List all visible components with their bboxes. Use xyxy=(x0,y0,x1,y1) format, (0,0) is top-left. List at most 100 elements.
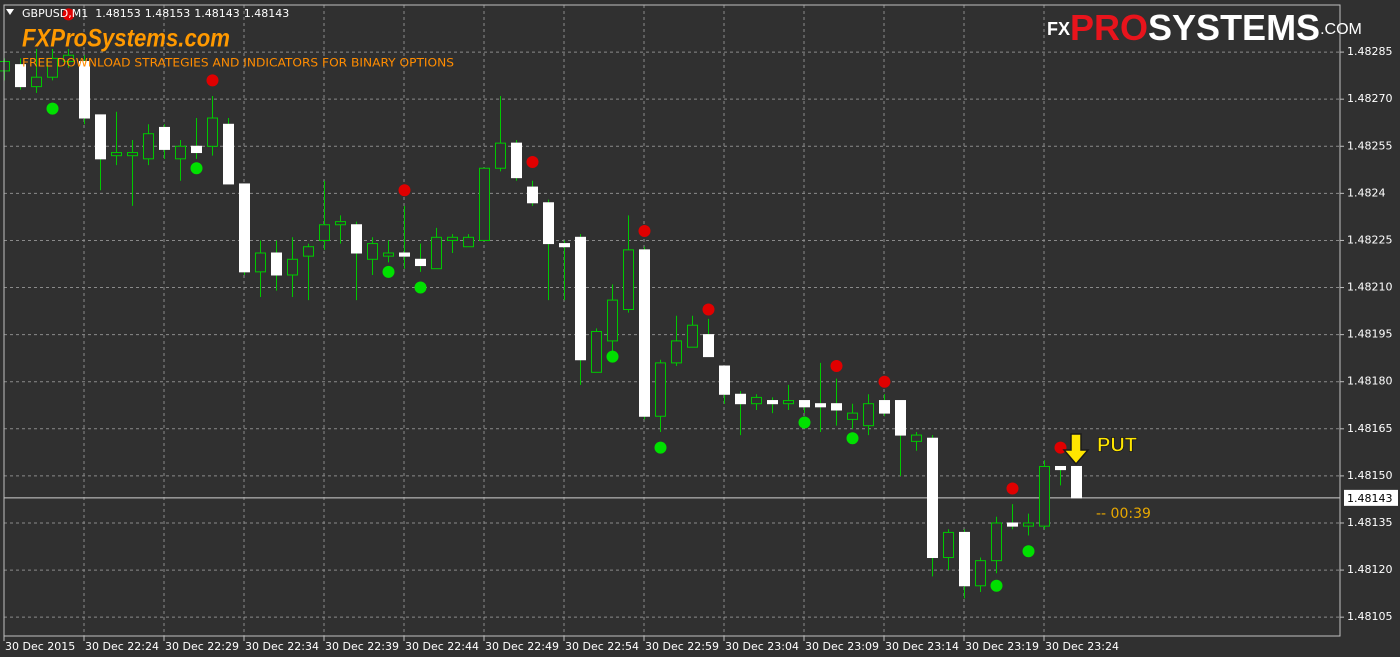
candle-body xyxy=(47,57,58,78)
y-tick-label: 1.48135 xyxy=(1347,516,1393,529)
candle-body xyxy=(1007,522,1018,527)
candle-body xyxy=(1071,465,1082,499)
candle-body xyxy=(847,412,858,420)
candle-body xyxy=(1055,465,1066,471)
y-tick-label: 1.48225 xyxy=(1347,233,1393,246)
candle-body xyxy=(95,114,106,160)
candle-body xyxy=(383,252,394,257)
candle-body xyxy=(959,531,970,587)
candle-body xyxy=(511,142,522,179)
sell-signal xyxy=(830,360,843,373)
candle-body xyxy=(239,183,250,273)
candle-body xyxy=(799,400,810,408)
logo: FXPROSYSTEMS.COM xyxy=(1047,7,1362,48)
candle-body xyxy=(287,258,298,276)
x-tick-label: 30 Dec 23:09 xyxy=(805,640,879,653)
buy-signal xyxy=(414,281,427,294)
sell-signal xyxy=(1006,482,1019,495)
buy-signal xyxy=(654,441,667,454)
y-tick-label: 1.48270 xyxy=(1347,92,1393,105)
current-price-tag: 1.48143 xyxy=(1344,489,1398,506)
candle-body xyxy=(575,236,586,361)
candle-body xyxy=(175,145,186,160)
candle-body xyxy=(767,400,778,405)
x-tick-label: 30 Dec 22:24 xyxy=(85,640,159,653)
candle-body xyxy=(495,142,506,169)
site-name: FXProSystems.com xyxy=(22,25,230,53)
buy-signal xyxy=(46,102,59,115)
y-tick-label: 1.48285 xyxy=(1347,45,1393,58)
sell-signal xyxy=(62,8,75,21)
candle-body xyxy=(447,236,458,241)
logo-pro: PRO xyxy=(1070,7,1148,48)
candle-body xyxy=(591,330,602,373)
candle-body xyxy=(623,249,634,311)
candle-body xyxy=(927,437,938,559)
candle-body xyxy=(463,236,474,248)
candle-body xyxy=(127,152,138,157)
candle-body xyxy=(15,64,26,88)
put-arrow xyxy=(1062,433,1090,466)
signal-label: PUT xyxy=(1097,434,1137,456)
price-tag-box xyxy=(1344,489,1398,506)
candle-body xyxy=(1023,522,1034,527)
candle-body xyxy=(703,334,714,358)
sell-signal xyxy=(1054,441,1067,454)
x-tick-label: 30 Dec 2015 xyxy=(5,640,75,653)
candle-body xyxy=(0,61,10,72)
candle-body xyxy=(639,249,650,417)
buy-signal xyxy=(798,416,811,429)
candle-body xyxy=(559,243,570,248)
price-tag-label: 1.48143 xyxy=(1347,492,1393,505)
candle-body xyxy=(367,243,378,260)
buy-signal xyxy=(606,350,619,363)
buy-signal xyxy=(846,432,859,445)
candle-body xyxy=(63,54,74,63)
candle-body xyxy=(543,202,554,245)
sell-signal xyxy=(638,225,651,238)
candle-body xyxy=(303,246,314,257)
candle-body xyxy=(79,61,90,119)
candle-timer: -- 00:39 xyxy=(1096,506,1151,522)
marks-layer xyxy=(0,8,1340,599)
x-tick-label: 30 Dec 22:39 xyxy=(325,640,399,653)
logo-systems: SYSTEMS xyxy=(1148,7,1320,48)
sell-signal xyxy=(526,155,539,168)
candle-body xyxy=(143,133,154,160)
candle-body xyxy=(31,76,42,88)
candle-body xyxy=(207,117,218,147)
candle-body xyxy=(607,299,618,342)
candle-body xyxy=(191,145,202,154)
candle-body xyxy=(751,396,762,405)
menu-triangle xyxy=(6,9,14,15)
candle-body xyxy=(351,224,362,254)
candle-body xyxy=(815,403,826,408)
y-tick-label: 1.48195 xyxy=(1347,328,1393,341)
candle-body xyxy=(159,126,170,150)
candle-body xyxy=(863,403,874,427)
candle-body xyxy=(527,186,538,204)
chart-header: GBPUSD,M1 1.48153 1.48153 1.48143 1.48143 xyxy=(22,7,289,20)
header-low: 1.48143 xyxy=(194,7,240,20)
tagline: FREE DOWNLOAD STRATEGIES AND INDICATORS … xyxy=(22,56,454,70)
candle-body xyxy=(255,252,266,273)
symbol: GBPUSD,M1 xyxy=(22,7,88,20)
header-close: 1.48143 xyxy=(244,7,290,20)
candle-body xyxy=(223,123,234,185)
x-tick-label: 30 Dec 22:44 xyxy=(405,640,479,653)
grid-layer xyxy=(4,5,1340,636)
candle-body xyxy=(879,400,890,414)
candle-body xyxy=(335,221,346,226)
logo-com: .COM xyxy=(1320,21,1362,38)
candle-body xyxy=(399,252,410,257)
candle-body xyxy=(895,400,906,436)
sell-signal xyxy=(398,184,411,197)
y-tick-label: 1.48165 xyxy=(1347,422,1393,435)
candle-body xyxy=(783,400,794,405)
candle-body xyxy=(671,340,682,364)
sell-signal xyxy=(878,375,891,388)
y-tick-label: 1.48150 xyxy=(1347,469,1393,482)
